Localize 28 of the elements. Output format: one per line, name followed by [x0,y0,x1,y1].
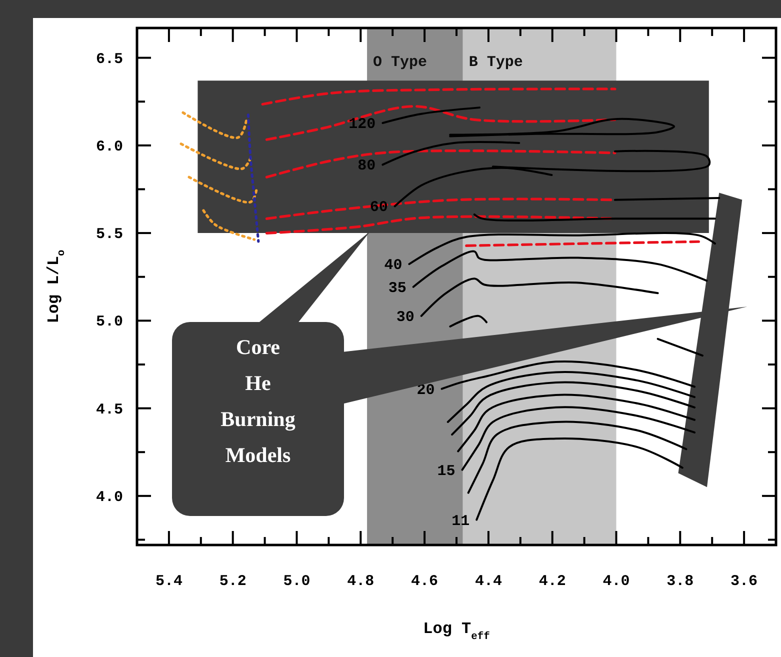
band-label: B Type [468,54,523,71]
x-tick-label: 3.6 [730,573,758,590]
series-label: 20 [416,382,435,399]
series-label: 30 [396,308,414,326]
series-label: 35 [388,280,406,297]
y-tick-label: 5.5 [96,226,123,244]
series-label: 80 [358,158,376,175]
x-tick-label: 5.4 [155,573,182,590]
annotation: Core He Burning Models [220,335,296,467]
y-tick-label: 6.0 [96,138,123,156]
x-tick-label: 4.2 [538,573,566,590]
y-tick-label: 5.0 [96,314,123,331]
y-tick-label: 4.5 [96,401,123,418]
series-label: 11 [452,512,470,530]
y-tick-label: 6.5 [96,50,123,68]
x-axis-title: Log T$_{eff}$ [423,620,490,643]
x-tick-label: 4.6 [411,573,438,590]
x-tick-label: 5.0 [283,573,310,590]
x-tick-label: 4.0 [602,573,630,590]
band-label: O Type [373,54,428,71]
x-tick-label: 3.8 [666,573,694,590]
y-tick-label: 4.0 [96,488,123,506]
x-tick-label: 5.2 [219,573,246,590]
x-tick-label: 4.8 [347,573,374,590]
x-tick-label: 4.4 [474,573,502,590]
series-label: 15 [437,462,456,480]
series-label: 120 [348,116,376,133]
series-label: 40 [384,257,402,274]
